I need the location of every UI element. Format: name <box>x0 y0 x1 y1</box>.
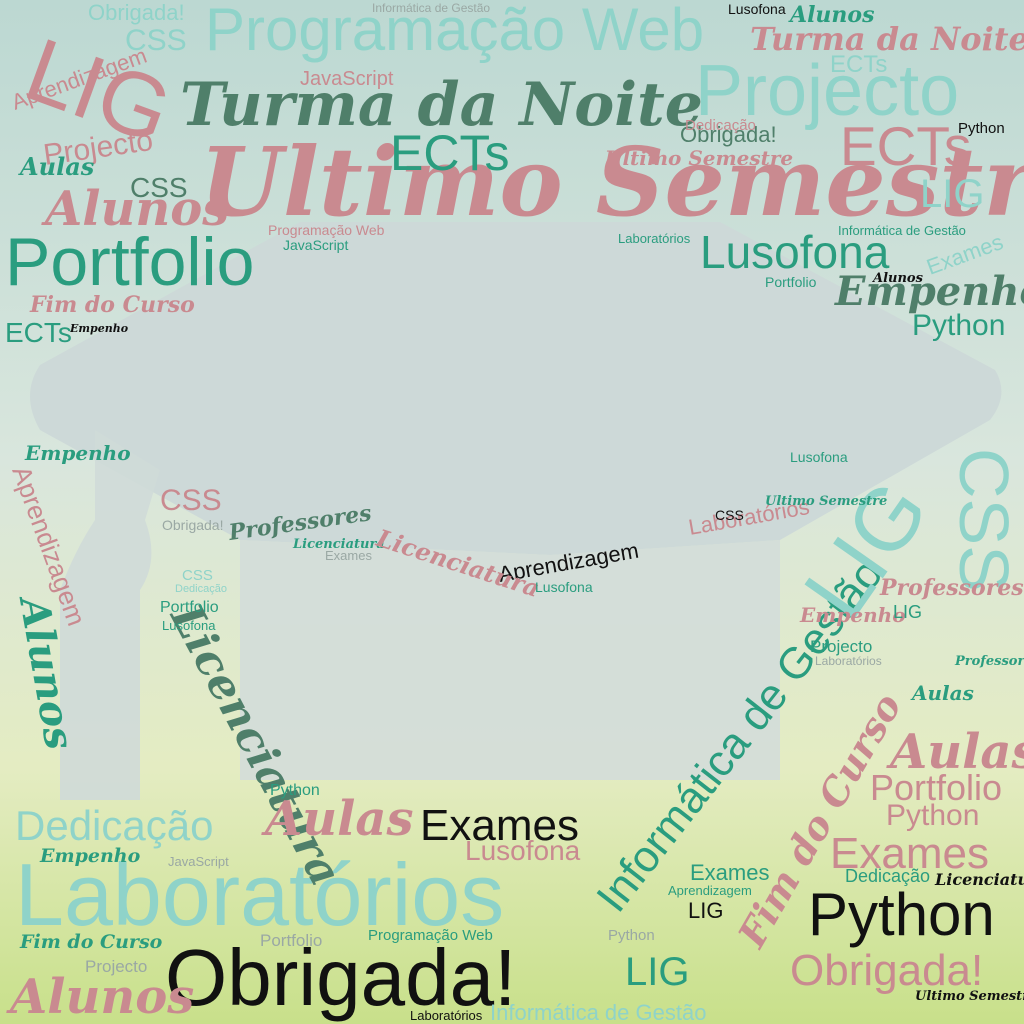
word: Aulas <box>886 724 1024 780</box>
word: Lusofona <box>465 835 581 866</box>
word: Empenho <box>24 441 131 465</box>
word: Licenciatura <box>934 870 1024 889</box>
word: Licenciatura <box>292 537 385 552</box>
word: CSS <box>945 448 1023 592</box>
word: Alunos <box>6 969 194 1024</box>
word: Ultimo Semestre <box>200 127 1024 238</box>
word: CSS <box>130 172 188 203</box>
word: Laboratórios <box>410 1008 483 1023</box>
word: Alunos <box>788 2 874 28</box>
word: Exames <box>690 860 769 885</box>
word: Obrigada! <box>165 933 516 1022</box>
word: ECTs <box>830 51 887 78</box>
word: Ultimo Semestre <box>605 146 793 170</box>
word: Obrigada! <box>162 517 223 533</box>
word: Ultimo Semestre <box>915 989 1024 1004</box>
word: Exames <box>325 548 372 563</box>
word: ECTs <box>390 125 509 181</box>
word: Exames <box>420 801 579 850</box>
word: JavaScript <box>283 237 348 253</box>
word: Alunos <box>41 181 229 237</box>
word: Python <box>808 881 995 948</box>
word: LIG <box>688 898 723 923</box>
word: Lusofona <box>728 1 786 17</box>
word: Programação Web <box>368 927 493 944</box>
word: Lusofona <box>790 449 848 465</box>
word: Portfolio <box>5 224 254 300</box>
word: JavaScript <box>300 68 394 90</box>
word: Fim do Curso <box>19 931 163 953</box>
word: Ultimo Semestre <box>765 494 887 509</box>
word: Empenho <box>799 603 906 627</box>
word: Empenho <box>834 268 1024 315</box>
word: Dedicação <box>845 866 930 886</box>
word: CSS <box>182 567 213 584</box>
word: Empenho <box>69 322 128 335</box>
word: Informática de Gestão <box>372 1 490 15</box>
word: Laboratórios <box>618 231 691 246</box>
word: Informática de Gestão <box>838 223 966 238</box>
word: Aulas <box>910 681 974 705</box>
word: Aulas <box>261 791 414 847</box>
word: Portfolio <box>160 599 219 616</box>
word: Exames <box>830 829 989 878</box>
word: Projecto <box>810 637 872 656</box>
word: ECTs <box>840 115 971 177</box>
word: Obrigada! <box>88 0 185 25</box>
word: Dedicação <box>15 802 213 849</box>
word: Python <box>886 799 979 832</box>
word: Python <box>608 927 655 944</box>
word: CSS <box>125 24 187 57</box>
word: LIG <box>920 172 984 216</box>
cap-top <box>30 222 1002 555</box>
word: LIG <box>625 950 689 994</box>
word: Projecto <box>85 957 147 976</box>
word: CSS <box>160 484 222 517</box>
word: CSS <box>715 507 744 523</box>
word: Dedicação <box>685 117 756 134</box>
word: Programação Web <box>205 0 704 63</box>
word: Lusofona <box>700 226 890 278</box>
word: Portfolio <box>870 767 1002 808</box>
word: Portfolio <box>260 931 322 950</box>
word: Obrigada! <box>790 946 983 995</box>
word: Turma da Noite <box>750 20 1024 58</box>
word: Python <box>912 309 1005 342</box>
word: Obrigada! <box>680 122 777 147</box>
word: Aprendizagem <box>668 883 752 898</box>
word: JavaScript <box>168 854 229 869</box>
word: Portfolio <box>765 274 817 290</box>
cap-tassel <box>60 430 160 800</box>
cap-base <box>240 540 780 780</box>
word: Empenho <box>39 845 141 867</box>
word: LIG <box>893 602 922 622</box>
word: Dedicação <box>175 583 227 595</box>
word: Alunos <box>871 271 924 286</box>
word: Lusofona <box>535 579 593 595</box>
word: Programação Web <box>268 222 385 238</box>
word: Python <box>270 782 320 799</box>
word: Professores <box>879 575 1024 601</box>
word: Turma da Noite <box>180 70 703 140</box>
word: Python <box>958 120 1005 137</box>
word: Aulas <box>18 152 95 181</box>
word: Projecto <box>695 51 959 131</box>
word: ECTs <box>5 317 72 348</box>
word: Lusofona <box>162 618 216 633</box>
word: Laboratórios <box>15 845 504 944</box>
word: Fim do Curso <box>29 292 195 318</box>
word: Professores <box>954 654 1024 669</box>
word: Laboratórios <box>815 654 882 668</box>
word: Informática de Gestão <box>490 1000 706 1024</box>
